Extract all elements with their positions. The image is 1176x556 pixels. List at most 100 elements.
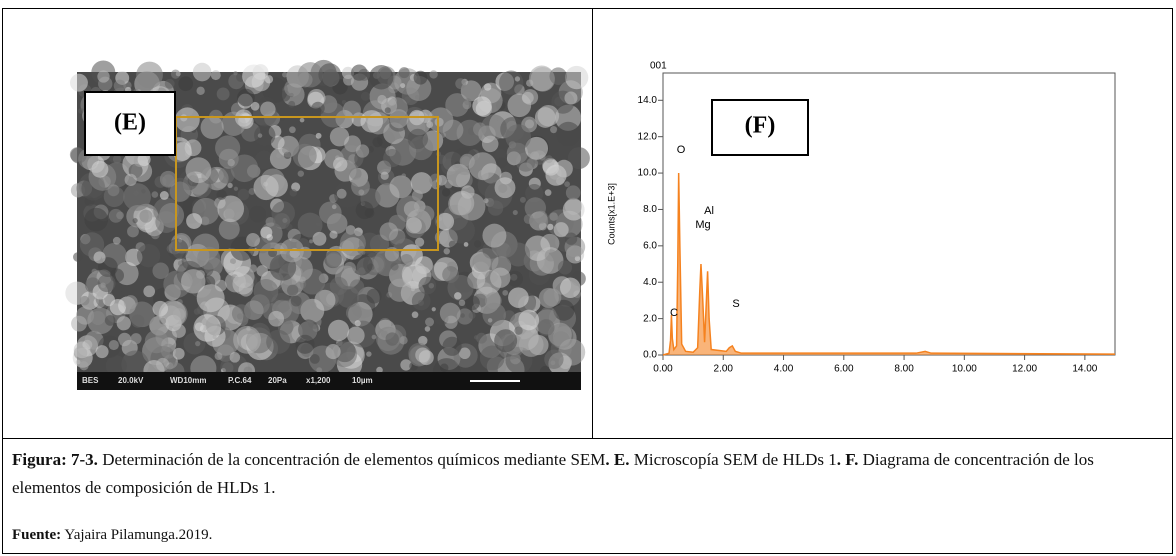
particle	[519, 332, 544, 357]
particle	[520, 197, 526, 203]
particle	[358, 69, 370, 81]
particle	[152, 191, 159, 198]
particle	[495, 177, 516, 198]
page: {"panel_e": {"label": "(E)", "info_bar":…	[0, 0, 1176, 556]
particle	[78, 108, 84, 114]
particle	[524, 214, 534, 224]
particle	[298, 170, 304, 176]
particle	[96, 345, 109, 358]
particle	[444, 180, 453, 189]
particle	[515, 76, 520, 81]
particle	[105, 315, 116, 326]
x-tick-label: 4.00	[774, 364, 794, 375]
particle	[233, 326, 261, 354]
particle	[454, 292, 461, 299]
particle	[196, 270, 205, 279]
panel-label: (F)	[745, 113, 776, 139]
particle	[173, 348, 185, 360]
particle	[196, 87, 204, 95]
particle	[361, 92, 370, 101]
particle	[449, 241, 456, 248]
particle	[193, 63, 212, 82]
particle	[556, 122, 580, 146]
particle	[369, 65, 393, 89]
particle	[258, 133, 262, 137]
particle	[84, 208, 108, 232]
particle	[343, 75, 354, 86]
particle	[522, 89, 538, 105]
particle	[435, 231, 448, 244]
particle	[443, 120, 464, 141]
particle	[472, 253, 491, 272]
particle	[287, 285, 298, 296]
particle	[332, 205, 337, 210]
particle	[458, 193, 486, 221]
particle	[494, 329, 517, 352]
particle	[186, 157, 212, 183]
particle	[76, 360, 81, 365]
y-tick-label: 14.0	[638, 95, 658, 106]
particle	[288, 101, 295, 108]
particle	[97, 70, 109, 82]
info-text: BES	[82, 376, 99, 385]
particle	[197, 284, 225, 312]
particle	[266, 330, 290, 354]
y-tick-label: 6.0	[643, 240, 657, 251]
particle	[113, 237, 121, 245]
particle	[217, 88, 230, 101]
particle	[389, 109, 408, 128]
info-text: x1,200	[306, 376, 331, 385]
info-text: WD10mm	[170, 376, 206, 385]
chart-title: 001	[650, 61, 667, 72]
particle	[499, 71, 523, 95]
particle	[271, 201, 295, 225]
particle	[488, 200, 503, 215]
particle	[74, 341, 91, 358]
particle	[253, 175, 278, 200]
particle	[232, 304, 251, 323]
peak-label: C	[670, 307, 678, 319]
particle	[544, 350, 563, 369]
y-tick-label: 10.0	[638, 168, 658, 179]
particle	[176, 71, 181, 76]
particle	[131, 333, 142, 344]
particle	[151, 230, 160, 239]
particle	[435, 118, 444, 127]
particle	[381, 172, 389, 180]
particle	[186, 213, 202, 229]
particle	[216, 190, 226, 200]
particle	[425, 318, 434, 327]
particle	[464, 242, 469, 247]
particle	[254, 279, 279, 304]
particle	[412, 311, 419, 318]
particle	[406, 217, 422, 233]
particle	[432, 307, 436, 311]
x-tick-label: 8.00	[894, 364, 914, 375]
particle	[391, 263, 399, 271]
particle	[260, 226, 272, 238]
particle	[238, 189, 250, 201]
particle	[442, 337, 461, 356]
particle	[125, 174, 137, 186]
y-tick-label: 8.0	[643, 204, 657, 215]
x-tick-label: 10.00	[952, 364, 977, 375]
y-axis-label: Counts[x1.E+3]	[606, 183, 616, 245]
particle	[356, 144, 369, 157]
particle	[472, 96, 491, 115]
particle	[401, 173, 406, 178]
particle	[231, 154, 259, 182]
particle	[549, 67, 567, 85]
particle	[300, 118, 305, 123]
particle	[455, 78, 466, 89]
particle	[227, 183, 232, 188]
caption-label: Figura: 7-3.	[12, 450, 98, 469]
particle	[70, 74, 88, 92]
particle	[347, 327, 365, 345]
particle	[153, 301, 169, 317]
particle	[505, 124, 531, 150]
spectrum-area	[663, 173, 1115, 355]
particle	[246, 233, 260, 247]
particle	[399, 67, 410, 78]
particle	[226, 263, 235, 272]
particle	[232, 273, 253, 294]
